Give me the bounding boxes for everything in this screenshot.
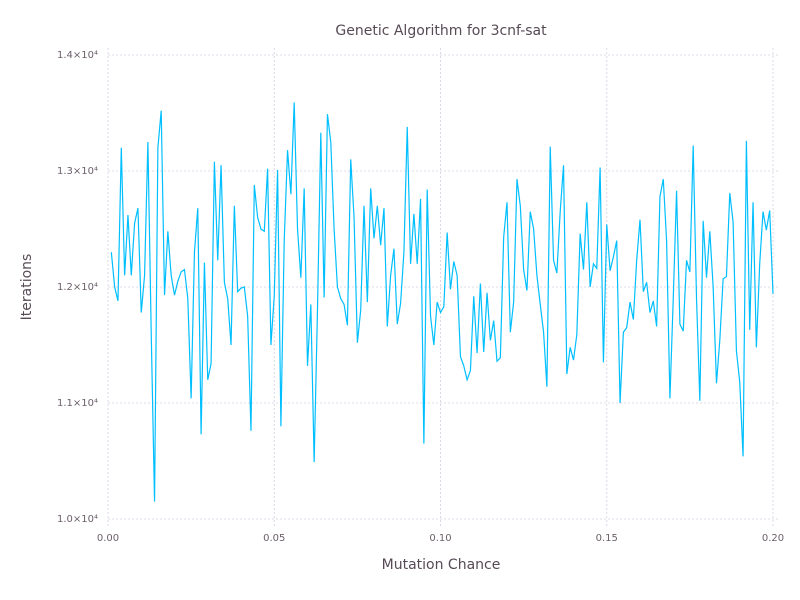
x-tick-label: 0.05 — [263, 533, 285, 544]
y-tick-label: 1.0×10⁴ — [57, 514, 98, 525]
y-tick-label: 1.4×10⁴ — [57, 50, 98, 61]
x-tick-label: 0.15 — [596, 533, 618, 544]
data-line — [110, 102, 774, 502]
y-tick-label: 1.3×10⁴ — [57, 166, 98, 177]
x-tick-label: 0.00 — [97, 533, 119, 544]
y-axis-label: Iterations — [19, 254, 35, 321]
x-axis-label: Mutation Chance — [382, 557, 501, 573]
y-tick-label: 1.1×10⁴ — [57, 398, 98, 409]
chart-title: Genetic Algorithm for 3cnf-sat — [335, 23, 547, 39]
x-tick-label: 0.20 — [762, 533, 784, 544]
x-tick-label: 0.10 — [429, 533, 451, 544]
y-tick-label: 1.2×10⁴ — [57, 282, 98, 293]
